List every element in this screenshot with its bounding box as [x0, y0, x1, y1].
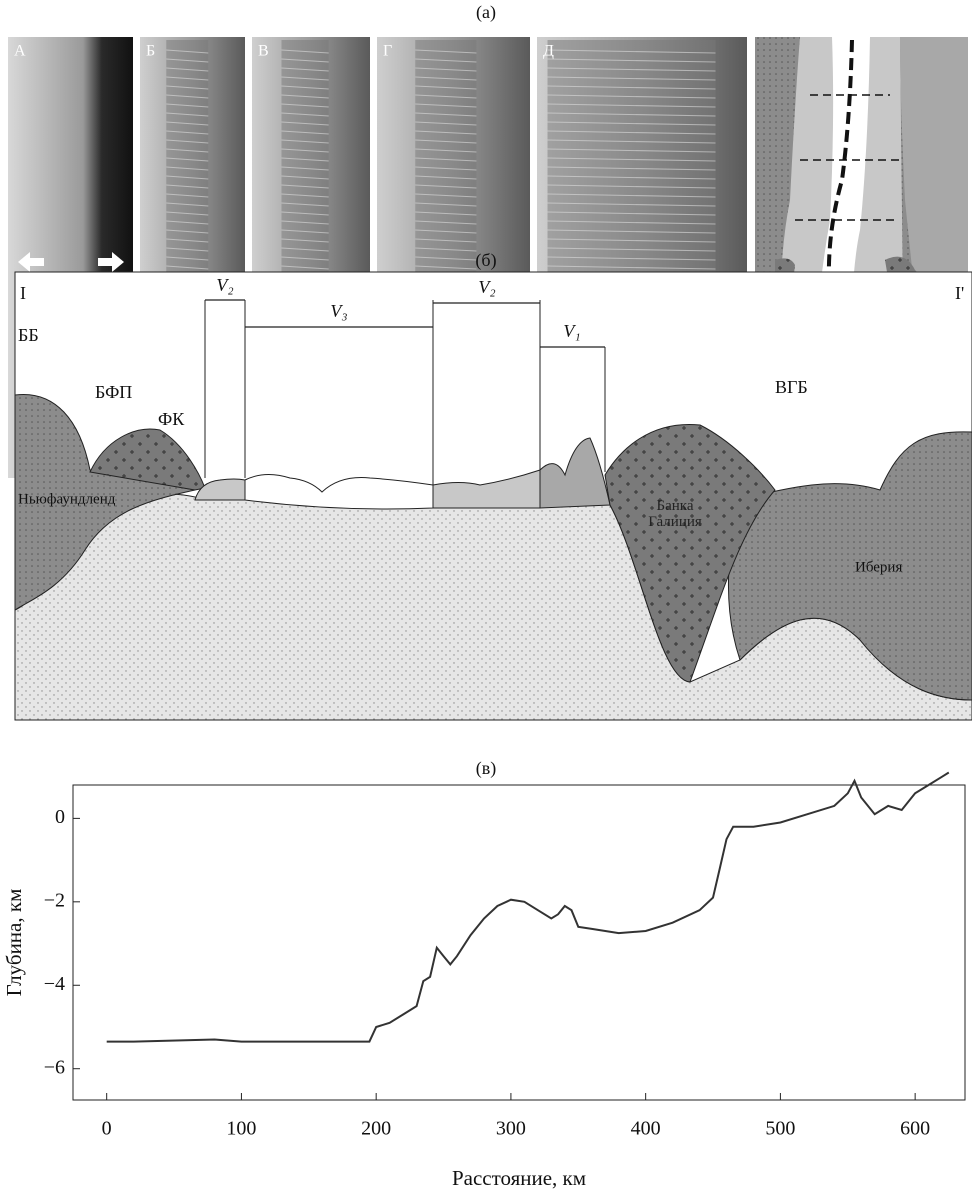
y-tick-label: 0 [55, 806, 65, 828]
panel-label: (а) [476, 2, 496, 23]
region-label: Ньюфаундленд [18, 491, 116, 507]
chart-title: (в) [476, 758, 497, 779]
figure-canvas: (а) АБВГДЕ2 см I I' 12345678910 (б) I I'… [0, 0, 972, 1198]
panel-label: (б) [475, 250, 496, 271]
x-axis-label: Расстояние, км [452, 1166, 586, 1190]
x-tick-label: 600 [900, 1118, 930, 1140]
photo-letter: Д [543, 43, 554, 60]
x-tick-label: 400 [631, 1118, 661, 1140]
photo-letter: В [258, 43, 269, 60]
photo-letter: Г [383, 43, 392, 60]
region-label: Иберия [855, 559, 902, 575]
depth-chart: (в) 0 100 200 300 400 500 600 0 −2 −4 −6 Расстояние,… [2, 758, 965, 1190]
photo-letter: А [14, 43, 26, 60]
zone-label: V₁ [563, 321, 580, 341]
x-tick-label: 300 [496, 1118, 526, 1140]
zone-label: V₃ [330, 301, 347, 321]
photo-letter: Б [146, 43, 155, 60]
region-label: Банка Галиция [640, 498, 710, 530]
figure: (а) АБВГДЕ2 см I I' 12345678910 (б) I I'… [0, 0, 972, 1198]
zone-label: V₂ [216, 275, 233, 295]
region-label: БФП [95, 382, 132, 402]
zone-label: V₂ [478, 277, 495, 297]
y-tick-label: −2 [44, 889, 65, 911]
cross-section [15, 272, 972, 720]
x-tick-label: 100 [226, 1118, 256, 1140]
y-tick-label: −4 [44, 973, 65, 995]
region-label: ВГБ [775, 377, 808, 397]
section-label: I [20, 283, 26, 303]
x-tick-label: 500 [765, 1118, 795, 1140]
region-label: ББ [18, 325, 39, 345]
plot-frame [73, 785, 965, 1100]
section-label: I' [955, 283, 964, 303]
depth-line [107, 773, 949, 1042]
x-tick-label: 200 [361, 1118, 391, 1140]
y-axis-label: Глубина, км [2, 889, 26, 997]
x-tick-label: 0 [102, 1118, 112, 1140]
region-label: ФК [158, 409, 185, 429]
y-tick-label: −6 [44, 1056, 65, 1078]
